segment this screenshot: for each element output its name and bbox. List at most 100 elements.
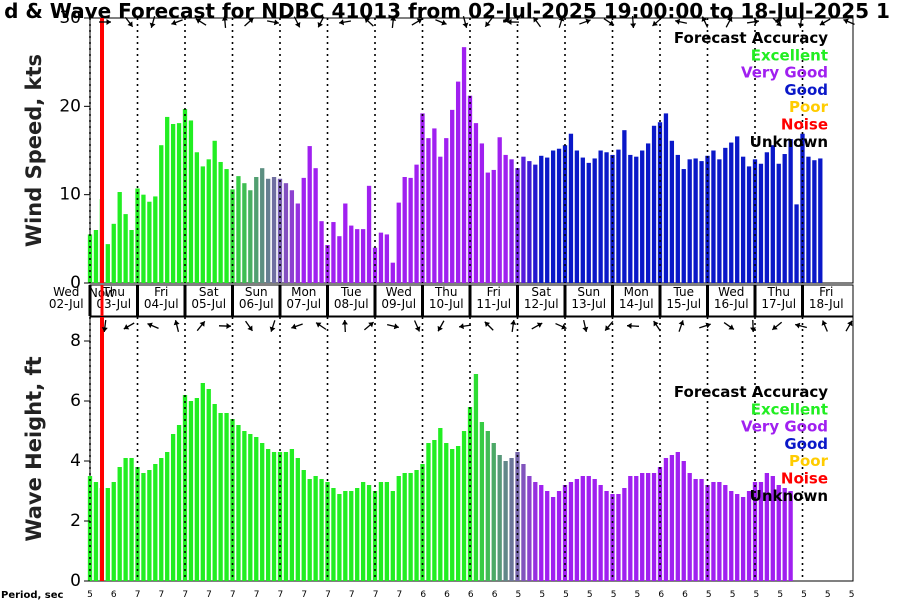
- wind-direction-arrow: [195, 18, 207, 26]
- wave-direction-arrow: [437, 320, 445, 332]
- period-value: 5: [539, 590, 545, 600]
- wave-bar: [634, 476, 639, 581]
- arrow-head: [195, 18, 202, 24]
- arrow-head: [558, 16, 565, 22]
- wind-bar: [141, 194, 146, 283]
- wave-bar: [402, 473, 407, 581]
- day-date-label: 05-Jul: [191, 297, 226, 311]
- arrow-head: [173, 320, 180, 326]
- legend-entry: Noise: [781, 470, 828, 488]
- wind-speed-panel: 0 10 20 30 Wind Speed, kts Forecast AccuracyE…: [22, 8, 855, 293]
- wind-bar: [491, 169, 496, 283]
- wind-bar: [764, 152, 770, 283]
- period-row: Period, sec 5 6 7 7 7 7 7 7 7 7 7 7 7 7 6 6 6 6 5 5 5 5 5 5 6 6 5 5 5…: [1, 590, 854, 600]
- wave-bar: [390, 491, 395, 581]
- wave-bar: [491, 443, 496, 581]
- legend-entry: Good: [784, 435, 828, 453]
- day-name-label: Thu: [766, 285, 790, 299]
- wave-bar: [248, 434, 253, 581]
- legend-entry: Unknown: [750, 133, 828, 151]
- arrow-head: [485, 21, 491, 27]
- wind-bar: [562, 145, 568, 283]
- arrow-head: [582, 326, 589, 332]
- wave-bar: [206, 389, 211, 581]
- wave-bar: [764, 473, 770, 581]
- wave-bar: [628, 476, 633, 581]
- wave-bar: [675, 452, 680, 581]
- legend-entry: Excellent: [751, 46, 828, 64]
- arrow-head: [605, 325, 611, 331]
- wind-direction-arrow: [725, 16, 733, 28]
- wave-bar: [260, 443, 265, 581]
- wind-bar: [378, 232, 384, 283]
- wave-bar: [378, 482, 384, 581]
- day-date-label: 17-Jul: [761, 297, 796, 311]
- wave-direction-arrow: [531, 322, 543, 330]
- wind-bar: [337, 236, 342, 283]
- wave-direction-arrow: [101, 319, 108, 333]
- wave-bar: [729, 491, 734, 581]
- period-value: 7: [159, 590, 165, 600]
- wind-bar: [705, 155, 710, 283]
- period-value: 7: [349, 590, 355, 600]
- wind-bar: [527, 161, 532, 283]
- arrow-head: [484, 321, 491, 328]
- wave-bar: [355, 488, 360, 581]
- wind-bar: [723, 147, 728, 283]
- day-name-label: Fri: [154, 285, 168, 299]
- wave-bar: [313, 476, 318, 581]
- wind-bar: [693, 158, 698, 283]
- wave-direction-arrow: [196, 320, 206, 332]
- wind-bar: [746, 166, 752, 283]
- wind-bar: [818, 158, 823, 283]
- day-name-label: Fri: [487, 285, 501, 299]
- wind-y-tick-label: 20: [59, 96, 81, 116]
- arrow-head: [171, 19, 177, 26]
- wave-bar: [752, 482, 758, 581]
- wave-bar: [604, 491, 609, 581]
- day-label-strip: Wed02-JulThu03-JulFri04-JulSat05-JulSun0…: [49, 284, 854, 317]
- wind-y-tick-label: 10: [59, 185, 81, 205]
- day-name-label: Mon: [624, 285, 649, 299]
- wave-direction-arrow: [845, 320, 853, 332]
- arrow-head: [390, 16, 397, 21]
- arrow-head: [437, 325, 443, 332]
- arrow-head: [123, 324, 130, 330]
- day-date-label: 09-Jul: [381, 297, 416, 311]
- wind-bar: [254, 177, 259, 283]
- wave-bar: [622, 488, 627, 581]
- wave-direction-arrow: [245, 320, 253, 332]
- wave-direction-arrow: [363, 321, 375, 331]
- day-date-label: 15-Jul: [666, 297, 701, 311]
- wave-bar: [337, 494, 342, 581]
- arrow-head: [101, 327, 108, 332]
- wind-bar: [319, 221, 324, 283]
- arrow-head: [199, 321, 205, 327]
- wave-bar: [224, 413, 229, 581]
- wind-y-axis-label: Wind Speed, kts: [22, 54, 46, 247]
- wind-bar: [349, 225, 354, 283]
- wind-direction-arrow: [99, 19, 111, 25]
- wave-bar: [450, 449, 455, 581]
- wind-direction-arrow: [630, 15, 637, 29]
- wave-direction-arrow: [218, 323, 232, 330]
- wind-bar: [360, 229, 366, 283]
- period-value: 5: [801, 590, 807, 600]
- legend-entry: Noise: [781, 116, 828, 134]
- wave-direction-arrow: [413, 320, 421, 332]
- wave-bar: [188, 401, 194, 581]
- legend-entry: Unknown: [750, 487, 828, 505]
- wave-bar: [319, 479, 324, 581]
- wind-bar: [586, 162, 591, 283]
- wave-bar: [550, 497, 556, 581]
- arrow-head: [510, 320, 517, 325]
- day-name-label: Sun: [577, 285, 600, 299]
- wind-direction-arrow: [484, 16, 494, 28]
- arrow-head: [630, 23, 637, 28]
- wind-bar: [224, 169, 229, 283]
- wind-bar: [729, 142, 734, 283]
- wave-bar: [539, 485, 544, 581]
- arrow-head: [127, 21, 133, 27]
- wave-bar: [681, 461, 686, 581]
- wave-direction-arrow: [387, 323, 399, 330]
